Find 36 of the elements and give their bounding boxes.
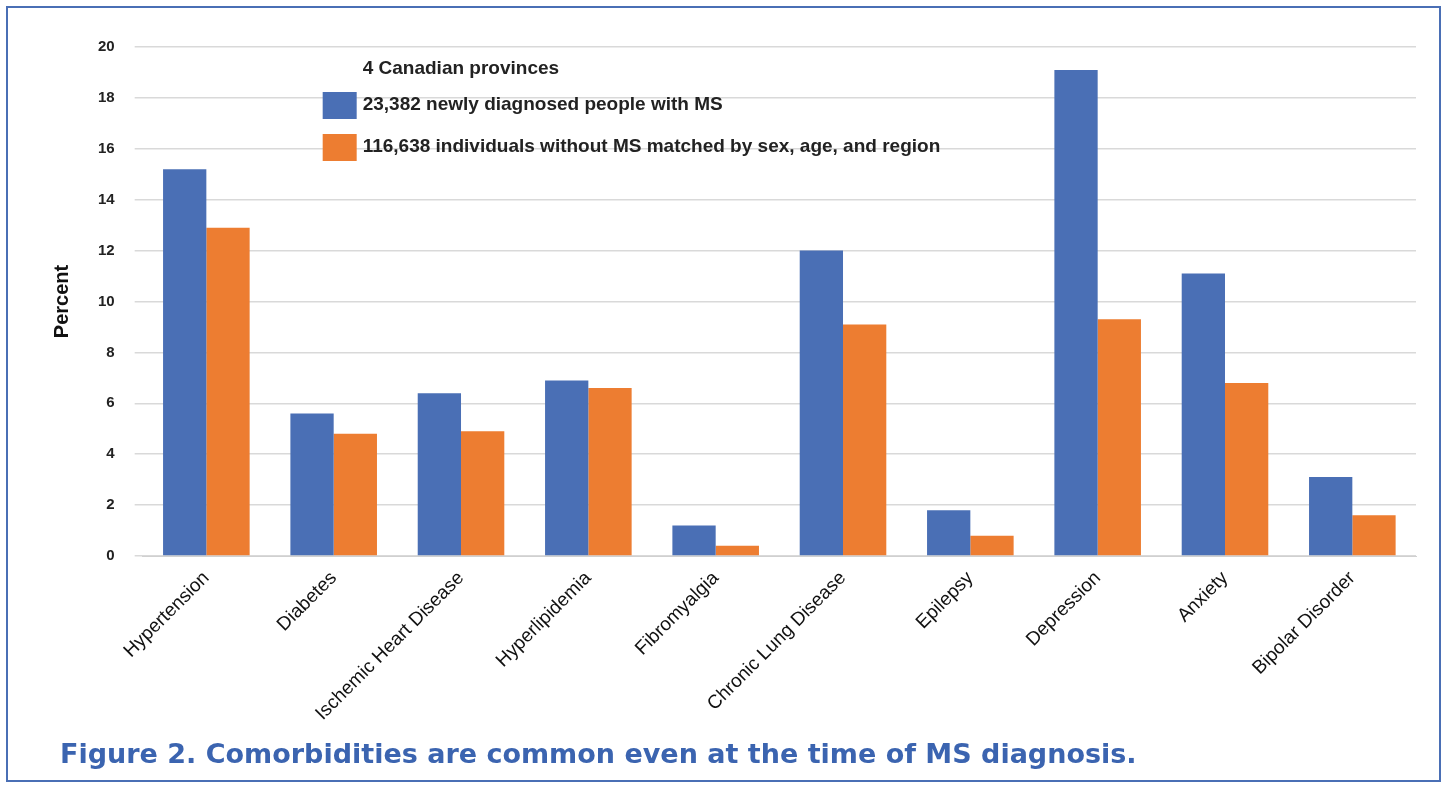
bar — [1225, 382, 1269, 556]
y-tick-label: 10 — [98, 291, 115, 309]
bar — [333, 433, 377, 556]
y-tick-label: 0 — [106, 546, 115, 564]
bar — [1054, 69, 1098, 556]
bar — [1352, 515, 1396, 556]
bar — [588, 388, 632, 556]
caption: Figure 2. Comorbidities are common even at the time of MS diagnosis. — [60, 738, 1137, 769]
y-tick-label: 6 — [106, 393, 115, 411]
y-tick-label: 18 — [98, 88, 115, 106]
bar — [715, 545, 759, 556]
bar — [927, 510, 971, 556]
y-tick-label: 14 — [98, 189, 116, 207]
y-tick-label: 20 — [98, 37, 115, 55]
bar — [672, 525, 716, 556]
bar — [461, 431, 505, 556]
bar — [545, 380, 589, 556]
legend-title: 4 Canadian provinces — [362, 57, 560, 79]
bar — [799, 250, 844, 556]
y-axis-title: Percent — [49, 264, 72, 339]
bar — [206, 227, 250, 556]
bar — [1181, 273, 1225, 556]
y-tick-label: 8 — [106, 342, 115, 360]
y-tick-label: 12 — [98, 240, 115, 258]
legend-label: 116,638 individuals without MS matched by sex, age, and region — [362, 135, 941, 157]
bar — [1097, 319, 1141, 556]
bar — [417, 393, 462, 556]
bar — [970, 535, 1014, 556]
bar — [290, 413, 334, 556]
y-tick-label: 4 — [106, 444, 116, 462]
legend-label: 23,382 newly diagnosed people with MS — [362, 93, 723, 115]
bar — [1309, 477, 1353, 556]
y-tick-label: 16 — [98, 138, 115, 156]
y-tick-label: 2 — [106, 495, 115, 513]
bar — [843, 324, 887, 556]
bar — [163, 169, 207, 556]
